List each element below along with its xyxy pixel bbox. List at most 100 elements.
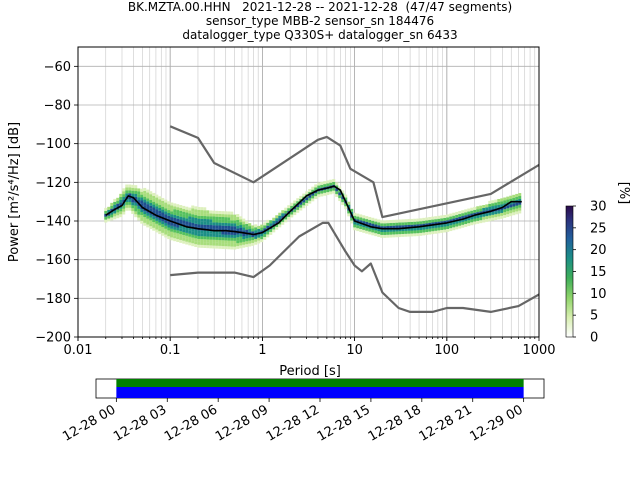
psd-density-cell: [143, 219, 147, 223]
psd-density-cell: [479, 205, 483, 209]
psd-density-cell: [266, 225, 270, 229]
psd-density-cell: [503, 197, 507, 201]
psd-density-cell: [137, 197, 141, 201]
psd-density-cell: [158, 228, 162, 232]
psd-density-cell: [143, 202, 147, 206]
psd-density-cell: [485, 213, 489, 217]
psd-density-cell: [122, 208, 126, 212]
psd-density-cell: [203, 244, 207, 248]
psd-density-cell: [458, 211, 462, 215]
psd-density-cell: [161, 215, 165, 219]
psd-density-cell: [482, 207, 486, 211]
psd-density-cell: [206, 236, 210, 240]
psd-density-cell: [197, 244, 201, 248]
psd-density-cell: [209, 242, 213, 246]
psd-density-cell: [209, 245, 213, 249]
time-tick-label: 12-28 18: [366, 402, 424, 444]
psd-density-cell: [386, 223, 390, 227]
psd-density-cell: [173, 214, 177, 218]
psd-density-cell: [221, 222, 225, 226]
psd-density-cell: [242, 235, 246, 239]
psd-density-cell: [212, 228, 216, 232]
psd-density-cell: [377, 228, 381, 232]
psd-density-cell: [230, 226, 234, 230]
psd-density-cell: [116, 212, 120, 216]
psd-density-cell: [188, 216, 192, 220]
psd-density-cell: [182, 205, 186, 209]
psd-density-cell: [464, 223, 468, 227]
psd-density-cell: [233, 226, 237, 230]
psd-density-cell: [380, 231, 384, 235]
psd-density-cell: [257, 234, 261, 238]
psd-density-cell: [509, 204, 513, 208]
psd-density-cell: [122, 196, 126, 200]
psd-density-cell: [164, 225, 168, 229]
psd-density-cell: [239, 219, 243, 223]
psd-density-cell: [239, 233, 243, 237]
psd-density-cell: [242, 230, 246, 234]
psd-density-cell: [461, 216, 465, 220]
psd-density-cell: [434, 219, 438, 223]
psd-density-cell: [407, 224, 411, 228]
psd-density-cell: [146, 206, 150, 210]
psd-density-cell: [317, 185, 321, 189]
psd-density-cell: [203, 215, 207, 219]
psd-density-cell: [359, 226, 363, 230]
psd-density-cell: [350, 208, 354, 212]
psd-density-cell: [347, 210, 351, 214]
psd-density-cell: [293, 212, 297, 216]
psd-density-cell: [455, 226, 459, 230]
psd-density-cell: [419, 218, 423, 222]
psd-density-cell: [458, 225, 462, 229]
psd-density-cell: [365, 216, 369, 220]
psd-density-cell: [152, 221, 156, 225]
x-tick-label: 0.01: [64, 343, 93, 358]
psd-density-cell: [209, 216, 213, 220]
psd-density-cell: [203, 230, 207, 234]
psd-density-cell: [245, 238, 249, 242]
psd-density-cell: [254, 235, 258, 239]
psd-density-cell: [443, 220, 447, 224]
psd-density-cell: [461, 213, 465, 217]
psd-density-cell: [497, 201, 501, 205]
chart-title-line-1: BK.MZTA.00.HHN 2021-12-28 -- 2021-12-28 …: [127, 0, 513, 14]
psd-density-cell: [413, 230, 417, 234]
psd-density-cell: [398, 222, 402, 226]
psd-density-cell: [152, 192, 156, 196]
psd-density-cell: [335, 194, 339, 198]
psd-density-cell: [251, 242, 255, 246]
psd-density-cell: [194, 217, 198, 221]
psd-density-cell: [512, 194, 516, 198]
psd-density-cell: [410, 218, 414, 222]
nhnm-line: [169, 125, 539, 219]
psd-density-cell: [380, 226, 384, 230]
psd-density-cell: [296, 206, 300, 210]
psd-density-cell: [116, 209, 120, 213]
psd-density-cell: [227, 211, 231, 215]
psd-density-cell: [158, 204, 162, 208]
psd-density-cell: [167, 215, 171, 219]
psd-density-cell: [125, 184, 129, 188]
psd-density-cell: [293, 209, 297, 213]
psd-density-cell: [518, 210, 522, 214]
psd-density-cell: [152, 207, 156, 211]
psd-density-cell: [206, 213, 210, 217]
psd-density-cell: [146, 198, 150, 202]
psd-density-cell: [212, 210, 216, 214]
psd-density-cell: [215, 225, 219, 229]
psd-density-cell: [458, 213, 462, 217]
psd-density-cell: [476, 209, 480, 213]
psd-density-cell: [257, 240, 261, 244]
psd-density-cell: [143, 214, 147, 218]
psd-density-cell: [236, 245, 240, 249]
psd-density-cell: [236, 219, 240, 223]
psd-density-cell: [158, 213, 162, 217]
psd-density-cell: [404, 227, 408, 231]
psd-density-cell: [437, 230, 441, 234]
psd-density-cell: [230, 211, 234, 215]
psd-density-cell: [404, 230, 408, 234]
colorbar-ticks: 0 5 10 15 20 25 30: [573, 200, 607, 346]
psd-density-cell: [215, 236, 219, 240]
time-tick-label: 12-28 21: [417, 402, 475, 444]
psd-density-cell: [374, 224, 378, 228]
